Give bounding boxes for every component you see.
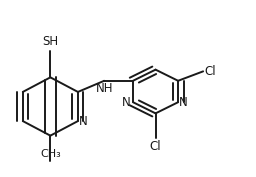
Text: NH: NH	[95, 82, 113, 95]
Text: N: N	[122, 96, 131, 109]
Text: Cl: Cl	[150, 140, 161, 153]
Text: SH: SH	[42, 35, 58, 48]
Text: N: N	[79, 115, 88, 128]
Text: N: N	[179, 96, 188, 109]
Text: CH₃: CH₃	[40, 149, 61, 159]
Text: Cl: Cl	[204, 65, 216, 78]
